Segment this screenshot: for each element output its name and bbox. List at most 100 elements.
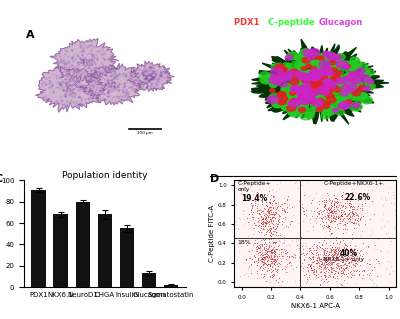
Point — [357, 215, 364, 220]
Point — [242, 178, 249, 183]
Point — [256, 235, 262, 241]
Point — [344, 273, 350, 278]
Circle shape — [302, 78, 314, 86]
Point — [321, 208, 328, 213]
Point — [346, 246, 353, 251]
Point — [317, 257, 324, 262]
Point — [310, 246, 316, 251]
Point — [346, 259, 352, 264]
Point — [351, 186, 358, 191]
Point — [285, 257, 292, 262]
Point — [346, 254, 352, 259]
Point — [333, 245, 340, 250]
Circle shape — [300, 108, 306, 113]
Point — [308, 249, 314, 254]
Point — [262, 221, 268, 226]
Point — [262, 251, 268, 256]
Circle shape — [348, 79, 360, 87]
Circle shape — [330, 87, 338, 92]
Point — [332, 200, 339, 205]
Point — [332, 225, 339, 230]
Point — [324, 255, 330, 260]
Point — [343, 226, 350, 231]
Point — [342, 250, 348, 255]
Point — [260, 256, 266, 261]
Circle shape — [311, 69, 322, 76]
Point — [350, 205, 357, 210]
Point — [341, 200, 348, 205]
Point — [349, 213, 356, 218]
Point — [281, 234, 288, 240]
Point — [319, 246, 326, 251]
Point — [347, 203, 354, 208]
Point — [318, 215, 325, 220]
Point — [267, 193, 274, 198]
Circle shape — [347, 84, 357, 90]
Point — [328, 219, 334, 224]
Point — [340, 209, 346, 214]
Point — [375, 236, 381, 241]
Point — [297, 268, 303, 273]
Circle shape — [308, 85, 318, 92]
Point — [319, 217, 325, 222]
Point — [267, 215, 273, 220]
Point — [260, 256, 266, 261]
Point — [258, 261, 264, 266]
Point — [334, 250, 341, 256]
Point — [269, 248, 275, 253]
Point — [248, 208, 254, 213]
Circle shape — [357, 68, 365, 74]
Point — [351, 269, 358, 274]
Point — [293, 264, 300, 270]
Point — [309, 251, 316, 256]
Point — [271, 197, 278, 202]
Point — [328, 248, 334, 253]
Circle shape — [295, 77, 302, 81]
Point — [342, 222, 348, 227]
Point — [333, 204, 339, 209]
Point — [263, 230, 270, 235]
Point — [323, 257, 329, 263]
Point — [255, 220, 261, 225]
Circle shape — [326, 53, 333, 58]
Circle shape — [301, 76, 309, 81]
Circle shape — [318, 78, 327, 84]
Point — [275, 267, 281, 272]
Circle shape — [310, 61, 318, 66]
Point — [272, 250, 278, 255]
Point — [348, 269, 354, 274]
Circle shape — [327, 64, 334, 69]
Point — [358, 181, 365, 186]
Point — [272, 221, 279, 226]
Circle shape — [279, 99, 290, 106]
Point — [309, 255, 316, 260]
Point — [251, 253, 258, 258]
Point — [265, 207, 271, 212]
Point — [326, 273, 332, 278]
Circle shape — [294, 86, 305, 93]
Circle shape — [361, 71, 372, 78]
Y-axis label: C-Peptide FITC-A: C-Peptide FITC-A — [209, 205, 215, 262]
Point — [308, 265, 314, 270]
Point — [258, 257, 265, 262]
Point — [297, 226, 304, 231]
Text: B: B — [236, 30, 244, 40]
Point — [250, 220, 257, 225]
Point — [320, 214, 326, 219]
Point — [262, 264, 268, 270]
Circle shape — [274, 75, 284, 82]
Point — [326, 205, 332, 210]
Point — [340, 244, 347, 249]
Point — [322, 228, 329, 234]
Point — [283, 243, 289, 248]
Point — [332, 264, 339, 270]
Point — [248, 206, 255, 211]
Circle shape — [317, 67, 330, 75]
Point — [342, 265, 348, 270]
Point — [277, 262, 283, 267]
Point — [270, 268, 276, 273]
Point — [349, 215, 356, 220]
Point — [342, 257, 348, 263]
Circle shape — [301, 85, 312, 93]
Point — [275, 212, 281, 217]
